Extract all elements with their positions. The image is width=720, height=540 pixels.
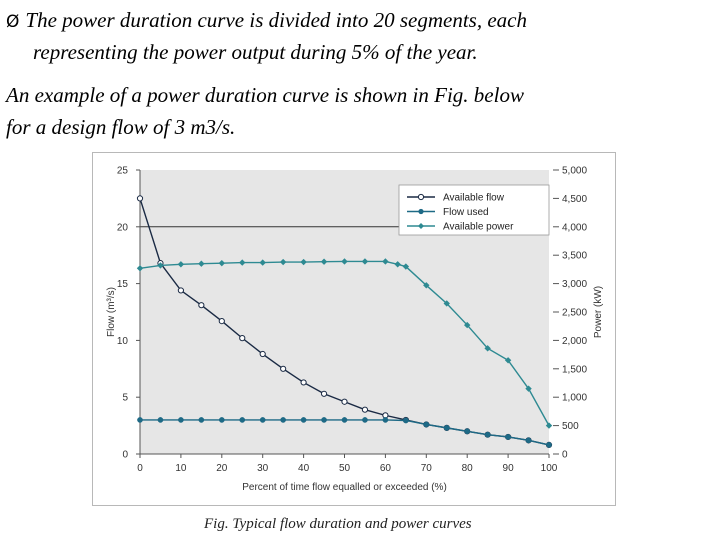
point-available-power [484, 345, 491, 352]
bullet-arrow-icon: Ø [6, 12, 20, 32]
y-tick-label: 5 [122, 393, 128, 404]
y2-tick-label: 1,000 [562, 393, 587, 404]
y2-tick-label: 4,000 [562, 222, 587, 233]
point-available-power [394, 261, 401, 268]
point-available-flow [280, 365, 287, 372]
point-available-flow [300, 379, 307, 386]
point-available-power [239, 259, 246, 266]
x-tick-label: 70 [421, 463, 433, 474]
legend-label-flow-used: Flow used [443, 207, 489, 218]
point-flow-used [218, 417, 225, 423]
point-available-power [157, 262, 164, 269]
y-axis-label: Flow (m³/s) [106, 287, 117, 337]
y2-tick-label: 4,500 [562, 194, 587, 205]
legend-label-available-power: Available power [443, 222, 514, 233]
point-available-power [320, 258, 328, 265]
point-flow-used [300, 417, 307, 423]
paragraph-line-1: An example of a power duration curve is … [6, 83, 524, 107]
point-available-power [361, 258, 369, 265]
point-available-power [198, 260, 205, 267]
point-flow-used [178, 417, 184, 423]
point-flow-used [382, 417, 389, 423]
point-flow-used [423, 421, 430, 428]
x-tick-label: 0 [137, 463, 143, 474]
y2-tick-label: 2,000 [562, 336, 587, 347]
point-available-power [443, 300, 450, 307]
point-available-power [382, 258, 389, 265]
figure-caption: Fig. Typical flow duration and power cur… [204, 516, 472, 532]
point-available-flow [136, 195, 144, 202]
point-available-power [423, 282, 430, 289]
series-line-available-power [139, 260, 550, 426]
legend-label-available-flow: Available flow [443, 193, 505, 204]
point-flow-used [464, 428, 471, 435]
point-flow-used [403, 417, 409, 424]
x-tick-label: 90 [503, 463, 515, 474]
point-flow-used [362, 417, 368, 423]
point-flow-used [525, 437, 532, 444]
y-tick-label: 25 [117, 166, 129, 177]
point-available-flow [218, 317, 225, 325]
point-available-flow [320, 390, 328, 397]
bullet-text-1: The power duration curve is divided into… [25, 8, 527, 32]
x-tick-label: 10 [175, 463, 187, 474]
point-flow-used [484, 431, 491, 438]
legend-marker-flow-used [418, 208, 424, 215]
y-tick-label: 0 [122, 450, 128, 461]
x-tick-label: 50 [339, 463, 351, 474]
point-flow-used [443, 425, 450, 431]
paragraph-line-2: for a design flow of 3 m3/s. [6, 115, 236, 139]
point-available-flow [239, 335, 246, 342]
point-flow-used [341, 417, 348, 423]
point-available-power [402, 263, 410, 270]
point-flow-used [137, 417, 143, 423]
point-flow-used [505, 434, 511, 440]
y-tick-label: 15 [117, 279, 129, 290]
y-tick-label: 20 [117, 222, 129, 233]
point-available-power [545, 422, 553, 429]
flow-duration-chart: 0 10 20 30 40 50 60 70 80 90 100 0 5 10 15 20 25 0 500 1,00… [92, 152, 616, 506]
y2-tick-label: 3,000 [562, 279, 587, 290]
point-available-power [464, 321, 471, 329]
point-flow-used [321, 417, 327, 423]
y2-tick-label: 2,500 [562, 308, 587, 319]
point-flow-used [157, 417, 164, 423]
y2-axis-label: Power (kW) [593, 286, 604, 338]
point-flow-used [198, 417, 205, 423]
y2-tick-label: 5,000 [562, 166, 587, 177]
point-available-power [218, 259, 225, 267]
point-flow-used [280, 417, 286, 423]
point-flow-used [259, 417, 266, 423]
y2-tick-label: 500 [562, 421, 579, 432]
point-available-power [341, 258, 348, 265]
point-flow-used [239, 417, 246, 423]
bullet-line-1: Ø The power duration curve is divided int… [6, 8, 527, 34]
point-flow-used [546, 442, 552, 448]
x-tick-label: 20 [216, 463, 228, 474]
bullet-line-2: representing the power output during 5% … [33, 40, 478, 64]
x-tick-label: 60 [380, 463, 392, 474]
x-tick-label: 80 [462, 463, 474, 474]
y2-tick-label: 3,500 [562, 251, 587, 262]
legend-marker-available-flow [417, 193, 425, 201]
y2-tick-label: 1,500 [562, 364, 587, 375]
point-available-flow [361, 406, 369, 413]
point-available-flow [177, 287, 185, 294]
point-available-power [259, 259, 266, 266]
point-available-power [177, 261, 185, 268]
x-tick-label: 30 [257, 463, 269, 474]
y2-tick-label: 0 [562, 450, 568, 461]
x-tick-label: 100 [541, 463, 558, 474]
point-available-flow [198, 302, 205, 309]
point-available-flow [341, 398, 348, 405]
point-available-power [136, 265, 144, 272]
x-tick-label: 40 [298, 463, 310, 474]
point-available-power [279, 258, 287, 266]
legend-marker-available-power [418, 223, 424, 229]
y-tick-label: 10 [117, 336, 129, 347]
point-available-power [300, 258, 307, 266]
point-available-flow [259, 350, 266, 358]
x-axis-label: Percent of time flow equalled or exceede… [242, 482, 447, 493]
